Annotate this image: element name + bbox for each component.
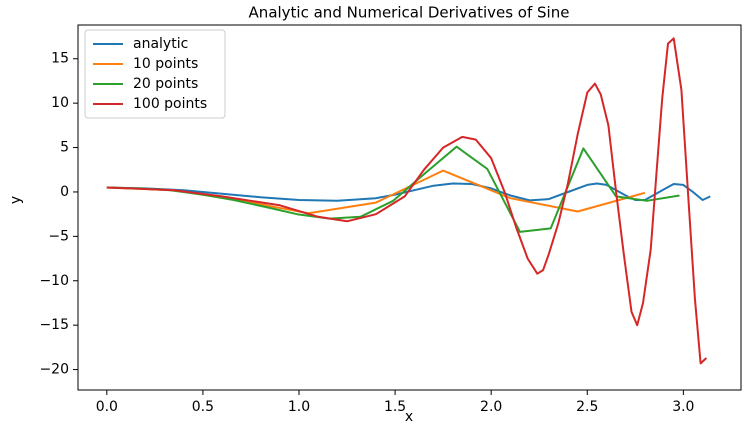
- x-tick-label: 1.0: [288, 399, 310, 415]
- y-tick-label: −15: [39, 317, 69, 333]
- plot-frame: [77, 24, 742, 391]
- y-tick-label: −20: [39, 362, 69, 378]
- x-tick-label: 3.0: [672, 399, 694, 415]
- legend-box: [84, 29, 226, 119]
- legend-label: 20 points: [133, 76, 198, 92]
- y-axis-label: y: [8, 196, 24, 204]
- y-tick-label: 0: [60, 184, 69, 200]
- chart-title: Analytic and Numerical Derivatives of Si…: [249, 4, 570, 22]
- x-axis-label: x: [405, 409, 413, 425]
- x-tick-label: 1.5: [384, 399, 406, 415]
- x-tick-label: 0.0: [96, 399, 118, 415]
- y-tick-label: 10: [51, 95, 69, 111]
- y-tick-label: 5: [60, 140, 69, 156]
- series-line: [106, 182, 711, 202]
- legend-label: analytic: [133, 36, 188, 52]
- y-tick-label: −10: [39, 273, 69, 289]
- x-tick-label: 2.0: [480, 399, 502, 415]
- y-tick-label: −5: [48, 228, 69, 244]
- series-line: [106, 37, 708, 365]
- y-tick-label: 15: [51, 51, 69, 67]
- legend-label: 10 points: [133, 56, 198, 72]
- series-line: [106, 145, 680, 233]
- legend-label: 100 points: [133, 96, 207, 112]
- x-tick-label: 0.5: [192, 399, 214, 415]
- x-tick-label: 2.5: [576, 399, 598, 415]
